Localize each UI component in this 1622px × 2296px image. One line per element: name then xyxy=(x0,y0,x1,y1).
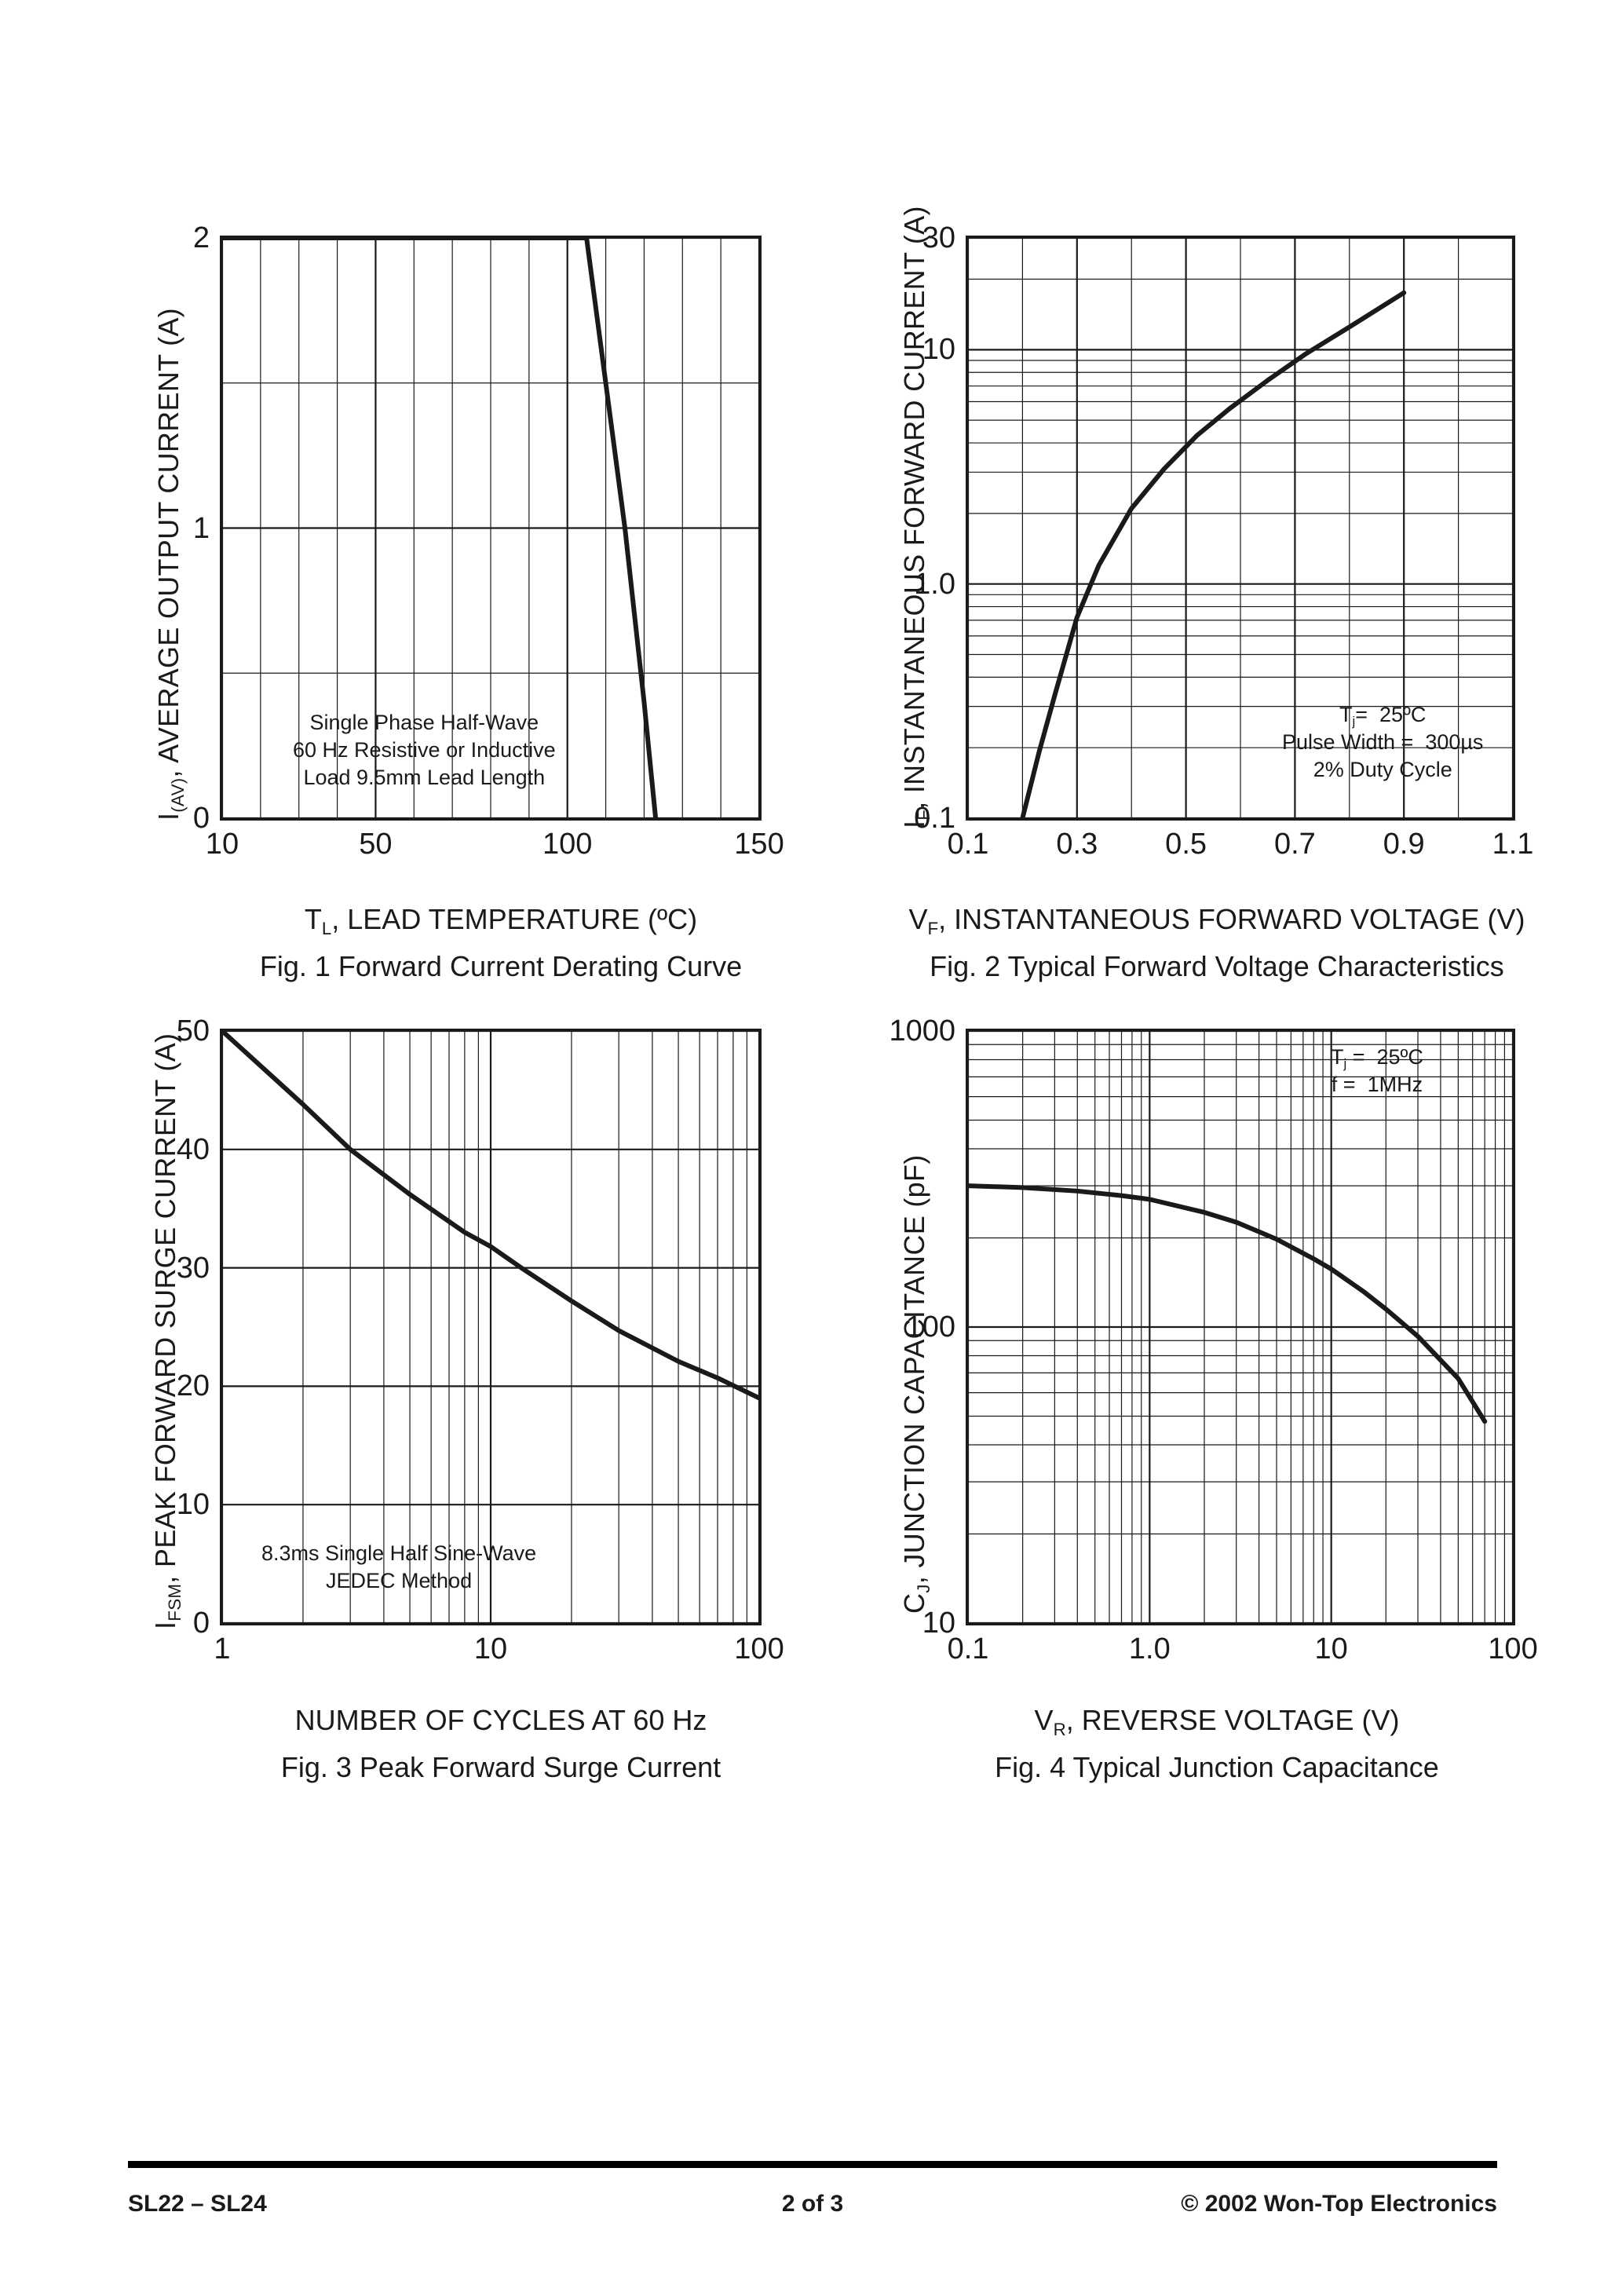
fig1-ytick-2: 2 xyxy=(192,221,210,254)
footer-page-number: 2 of 3 xyxy=(781,2191,844,2217)
fig3-ytick-4: 40 xyxy=(176,1132,210,1166)
fig1-caption: Fig. 1 Forward Current Derating Curve xyxy=(259,950,743,982)
footer-part-range: SL22 – SL24 xyxy=(128,2191,267,2217)
fig1-annotation: Single Phase Half-Wave 60 Hz Resistive o… xyxy=(293,711,556,790)
fig2-y-axis-title: IF, INSTANTANEOUS FORWARD CURRENT (A) xyxy=(898,206,933,828)
fig2-ytick-3: 30 xyxy=(922,221,955,254)
fig3-ytick-3: 30 xyxy=(176,1251,210,1285)
fig3-ytick-0: 0 xyxy=(192,1607,210,1640)
fig2-xtick-5: 1.1 xyxy=(1492,828,1534,861)
figure-4-junction-capacitance: 10 100 1000 0.1 1.0 10 100 Tj = 25ºC f = 1MHz … xyxy=(816,993,1539,1802)
fig1-xtick-2: 100 xyxy=(542,828,593,861)
fig4-xtick-3: 100 xyxy=(1488,1632,1538,1665)
fig4-y-axis-title: CJ, JUNCTION CAPACITANCE (pF) xyxy=(898,1154,933,1614)
figure-1-forward-current-derating: 0 1 2 10 50 100 150 Single Phase Half-Wave 60… xyxy=(126,200,816,993)
fig4-xtick-2: 10 xyxy=(1314,1632,1348,1665)
fig3-plot-area: 0 10 20 30 40 50 1 10 100 8.3ms Single Half Sin… xyxy=(177,1016,784,1664)
fig3-y-axis-title: IFSM, PEAK FORWARD SURGE CURRENT (A) xyxy=(149,1033,184,1629)
footer-copyright: © 2002 Won-Top Electronics xyxy=(1181,2191,1497,2217)
fig3-ytick-1: 10 xyxy=(176,1488,210,1522)
fig3-annotation: 8.3ms Single Half Sine-Wave JEDEC Method xyxy=(261,1541,537,1593)
fig3-curve xyxy=(222,1031,759,1623)
fig2-xtick-2: 0.5 xyxy=(1165,828,1207,861)
fig4-ytick-2: 1000 xyxy=(889,1015,955,1047)
fig1-ytick-1: 1 xyxy=(192,511,210,545)
fig4-x-axis-title: VR, REVERSE VOLTAGE (V) xyxy=(1034,1704,1400,1739)
fig4-ytick-0: 10 xyxy=(922,1607,955,1640)
fig2-xtick-1: 0.3 xyxy=(1056,828,1098,861)
figure-3-peak-forward-surge-current: 0 10 20 30 40 50 1 10 100 8.3ms Single Half Sin… xyxy=(126,993,816,1802)
fig2-annotation: Tj= 25ºC Pulse Width = 300µs 2% Duty Cycle xyxy=(1282,703,1484,782)
fig3-caption: Fig. 3 Peak Forward Surge Current xyxy=(280,1751,721,1783)
fig4-xtick-1: 1.0 xyxy=(1128,1632,1171,1665)
fig4-curve xyxy=(968,1031,1513,1623)
fig2-x-axis-title: VF, INSTANTANEOUS FORWARD VOLTAGE (V) xyxy=(908,903,1525,938)
fig1-x-axis-title: TL, LEAD TEMPERATURE (ºC) xyxy=(304,903,698,938)
fig2-xtick-4: 0.9 xyxy=(1383,828,1425,861)
fig1-xtick-3: 150 xyxy=(734,828,784,861)
fig2-curve xyxy=(968,238,1513,818)
fig2-ytick-2: 10 xyxy=(922,333,955,367)
fig4-gridlines xyxy=(968,1031,1513,1623)
fig4-plot-area: 10 100 1000 0.1 1.0 10 100 Tj = 25ºC f = 1MHz xyxy=(889,1016,1537,1664)
fig4-caption: Fig. 4 Typical Junction Capacitance xyxy=(995,1751,1439,1783)
fig1-plot-area: 0 1 2 10 50 100 150 Single Phase Half-Wave 60… xyxy=(193,223,784,859)
fig2-ytick-1: 1.0 xyxy=(914,567,955,601)
fig2-xtick-0: 0.1 xyxy=(947,828,989,861)
fig3-xtick-1: 10 xyxy=(473,1632,508,1665)
fig3-ytick-2: 20 xyxy=(176,1369,210,1403)
footer-divider xyxy=(128,2161,1497,2168)
fig4-ytick-1: 100 xyxy=(905,1311,955,1344)
figure-2-forward-voltage-characteristics: 0.1 1.0 10 30 0.1 0.3 0.5 0.7 0.9 1.1 Tj= 25ºC Pu… xyxy=(816,200,1539,993)
fig1-xtick-1: 50 xyxy=(359,828,393,861)
fig1-xtick-0: 10 xyxy=(205,828,239,861)
fig2-ytick-0: 0.1 xyxy=(914,802,955,835)
fig3-ytick-5: 50 xyxy=(176,1015,210,1047)
fig1-gridlines xyxy=(222,238,759,818)
fig1-curve xyxy=(222,238,759,818)
fig2-xtick-3: 0.7 xyxy=(1273,828,1316,861)
page-footer: SL22 – SL24 2 of 3 © 2002 Won-Top Electr… xyxy=(128,2191,1497,2222)
fig1-y-axis-title: I(AV), AVERAGE OUTPUT CURRENT (A) xyxy=(152,308,188,821)
fig3-xtick-2: 100 xyxy=(734,1632,784,1665)
fig2-plot-area: 0.1 1.0 10 30 0.1 0.3 0.5 0.7 0.9 1.1 Tj= 25ºC Pu… xyxy=(914,223,1533,859)
fig2-caption: Fig. 2 Typical Forward Voltage Character… xyxy=(930,950,1504,982)
fig3-x-axis-title: NUMBER OF CYCLES AT 60 Hz xyxy=(294,1704,707,1736)
fig3-gridlines xyxy=(222,1031,759,1623)
fig4-xtick-0: 0.1 xyxy=(947,1632,989,1665)
fig4-annotation: Tj = 25ºC f = 1MHz xyxy=(1331,1045,1423,1097)
fig3-xtick-0: 1 xyxy=(214,1632,231,1665)
fig1-ytick-0: 0 xyxy=(192,802,210,835)
